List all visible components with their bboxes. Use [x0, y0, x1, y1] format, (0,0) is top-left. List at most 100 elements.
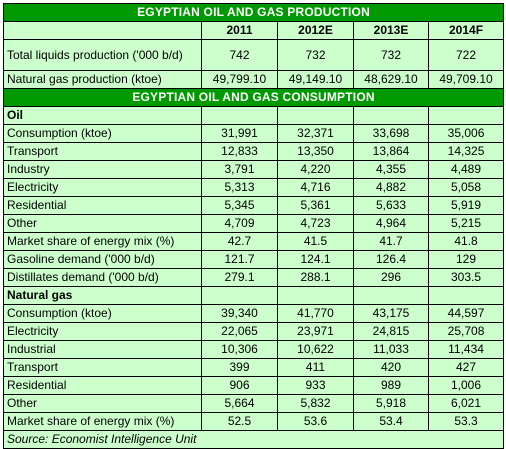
row-label: Transport: [3, 142, 202, 161]
section-heading: Oil: [3, 106, 202, 125]
cell-value: 10,306: [201, 340, 278, 359]
table-row: Distillates demand ('000 b/d) 279.1 288.1 2…: [3, 268, 505, 287]
cell-value: 5,058: [427, 178, 505, 197]
source-row: Source: Economist Intelligence Unit: [2, 430, 505, 449]
table-row: Transport 399 411 420 427: [3, 358, 505, 377]
cell-value: 49,709.10: [427, 70, 505, 89]
cell-value: 4,723: [277, 214, 354, 233]
row-label: Consumption (ktoe): [3, 124, 202, 143]
row-label: Market share of energy mix (%): [3, 412, 202, 431]
cell-value: 420: [353, 358, 429, 377]
consumption-title-row: EGYPTIAN OIL AND GAS CONSUMPTION: [2, 88, 505, 107]
cell-value: 427: [427, 358, 505, 377]
cell-value: 6,021: [427, 394, 505, 413]
cell-value: 399: [201, 358, 278, 377]
cell-value: 49,149.10: [277, 70, 354, 89]
cell-value: 732: [277, 39, 354, 71]
cell-value: 10,622: [277, 340, 354, 359]
table-row: Market share of energy mix (%) 52.5 53.6 53…: [3, 412, 505, 431]
cell-value: 732: [353, 39, 429, 71]
cell-value: 11,434: [427, 340, 505, 359]
cell-value: 31,991: [201, 124, 278, 143]
cell-value: 989: [353, 376, 429, 395]
year-header: 2012E: [277, 21, 354, 40]
cell-value: 53.6: [277, 412, 354, 431]
production-title-row: EGYPTIAN OIL AND GAS PRODUCTION: [2, 3, 505, 22]
cell-value: 279.1: [201, 268, 278, 287]
cell-value: 53.3: [427, 412, 505, 431]
table-row: Electricity 22,065 23,971 24,815 25,708: [3, 322, 505, 341]
cell-value: 288.1: [277, 268, 354, 287]
cell-value: 5,633: [353, 196, 429, 215]
cell-value: 35,006: [427, 124, 505, 143]
year-header: 2013E: [353, 21, 429, 40]
cell-value: 48,629.10: [353, 70, 429, 89]
row-label: Industrial: [3, 340, 202, 359]
cell-value: 742: [201, 39, 278, 71]
cell-value: 41.5: [277, 232, 354, 251]
table-row: Gasoline demand ('000 b/d) 121.7 124.1 126.…: [3, 250, 505, 269]
cell-value: 1,006: [427, 376, 505, 395]
cell-value: 5,832: [277, 394, 354, 413]
cell-value: 49,799.10: [201, 70, 278, 89]
table-row: Market share of energy mix (%) 42.7 41.5 41…: [3, 232, 505, 251]
cell-value: 722: [427, 39, 505, 71]
cell-value: 411: [277, 358, 354, 377]
cell-value: 4,882: [353, 178, 429, 197]
cell-value: 124.1: [277, 250, 354, 269]
cell-value: 5,313: [201, 178, 278, 197]
table-row: Natural gas production (ktoe) 49,799.10 …: [3, 70, 505, 89]
table-row: Industrial 10,306 10,622 11,033 11,434: [3, 340, 505, 359]
cell-value: 4,716: [277, 178, 354, 197]
row-label: Gasoline demand ('000 b/d): [3, 250, 202, 269]
section-heading: Natural gas: [3, 286, 202, 305]
table-row: Other 4,709 4,723 4,964 5,215: [3, 214, 505, 233]
oil-section-row: Oil: [3, 106, 505, 125]
row-label: Total liquids production ('000 b/d): [3, 39, 202, 71]
oil-gas-table: EGYPTIAN OIL AND GAS PRODUCTION 2011 201…: [2, 3, 505, 449]
cell-value: 44,597: [427, 304, 505, 323]
table-row: Consumption (ktoe) 39,340 41,770 43,175 44,5…: [3, 304, 505, 323]
cell-value: 5,918: [353, 394, 429, 413]
table-row: Total liquids production ('000 b/d) 742 …: [3, 39, 505, 71]
source-note: Source: Economist Intelligence Unit: [2, 430, 505, 449]
cell-value: 4,220: [277, 160, 354, 179]
cell-value: 933: [277, 376, 354, 395]
table-row: Electricity 5,313 4,716 4,882 5,058: [3, 178, 505, 197]
cell-value: 12,833: [201, 142, 278, 161]
cell-value: 32,371: [277, 124, 354, 143]
row-label: Residential: [3, 376, 202, 395]
cell-value: 5,215: [427, 214, 505, 233]
cell-value: 24,815: [353, 322, 429, 341]
cell-value: 3,791: [201, 160, 278, 179]
row-label: Industry: [3, 160, 202, 179]
production-title: EGYPTIAN OIL AND GAS PRODUCTION: [2, 3, 505, 22]
row-label: Other: [3, 394, 202, 413]
cell-value: 23,971: [277, 322, 354, 341]
row-label: Residential: [3, 196, 202, 215]
cell-value: 25,708: [427, 322, 505, 341]
cell-value: 129: [427, 250, 505, 269]
cell-value: 14,325: [427, 142, 505, 161]
table-row: Transport 12,833 13,350 13,864 14,325: [3, 142, 505, 161]
cell-value: 53.4: [353, 412, 429, 431]
year-header: 2014F: [427, 21, 505, 40]
cell-value: 41.7: [353, 232, 429, 251]
row-label: Electricity: [3, 322, 202, 341]
cell-value: 39,340: [201, 304, 278, 323]
cell-value: 41,770: [277, 304, 354, 323]
cell-value: 303.5: [427, 268, 505, 287]
row-label: Market share of energy mix (%): [3, 232, 202, 251]
cell-value: 13,864: [353, 142, 429, 161]
cell-value: 4,964: [353, 214, 429, 233]
gas-section-row: Natural gas: [3, 286, 505, 305]
table-row: Residential 5,345 5,361 5,633 5,919: [3, 196, 505, 215]
year-header: 2011: [201, 21, 278, 40]
cell-value: 11,033: [353, 340, 429, 359]
row-label: Transport: [3, 358, 202, 377]
cell-value: 41.8: [427, 232, 505, 251]
cell-value: 5,664: [201, 394, 278, 413]
row-label: Consumption (ktoe): [3, 304, 202, 323]
cell-value: 296: [353, 268, 429, 287]
cell-value: 5,345: [201, 196, 278, 215]
